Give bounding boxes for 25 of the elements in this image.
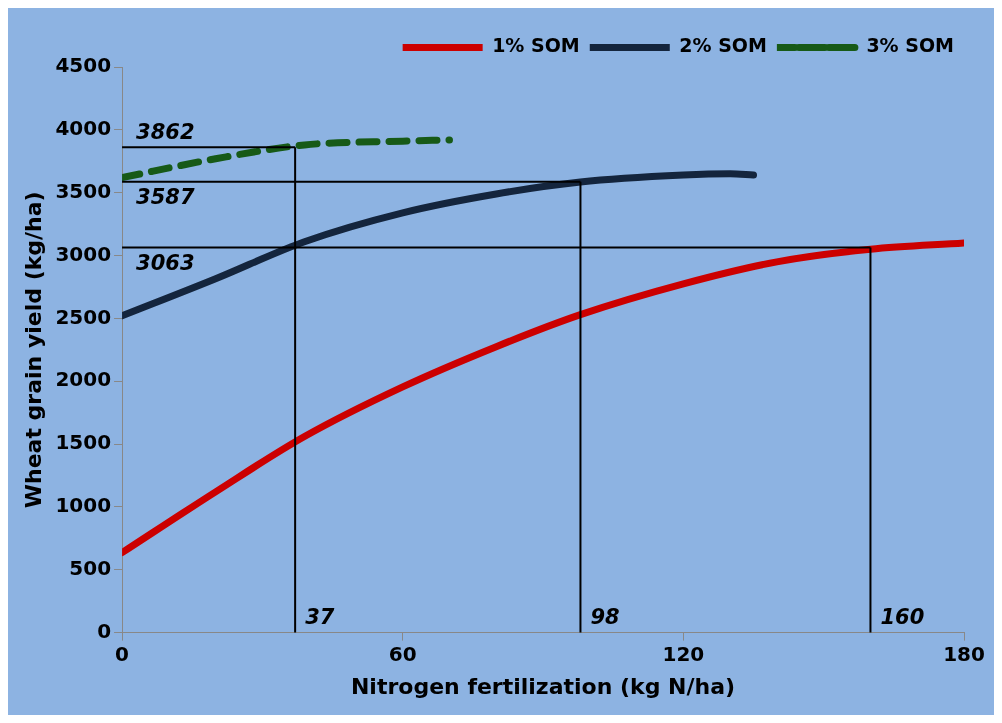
y-tick-label: 3000 (55, 241, 112, 266)
legend-label: 2% SOM (679, 34, 767, 57)
ref-line-label: 98 (590, 604, 620, 629)
x-tick-label: 120 (662, 641, 705, 666)
legend-label: 1% SOM (492, 34, 580, 57)
y-tick-label: 3500 (55, 178, 112, 203)
legend-label: 3% SOM (866, 34, 955, 57)
ref-line-label: 3587 (136, 184, 195, 209)
y-axis-title: Wheat grain yield (kg/ha) (20, 191, 46, 509)
y-tick-label: 0 (97, 618, 112, 643)
x-tick-label: 60 (388, 641, 417, 666)
ref-line-label: 3063 (136, 250, 195, 275)
x-tick-label: 0 (115, 641, 130, 666)
y-tick-label: 2500 (55, 304, 112, 329)
ref-line-label: 160 (880, 604, 925, 629)
x-tick-label: 180 (943, 641, 985, 666)
ref-line-label: 3862 (136, 120, 195, 145)
y-tick-label: 2000 (55, 367, 112, 392)
x-axis-title: Nitrogen fertilization (kg N/ha) (350, 673, 736, 699)
y-tick-label: 4000 (55, 116, 112, 141)
y-tick-label: 1000 (55, 493, 112, 518)
y-tick-label: 1500 (55, 430, 112, 455)
ref-line-label: 37 (305, 604, 335, 629)
y-tick-label: 500 (69, 555, 112, 580)
y-tick-label: 4500 (55, 53, 112, 78)
